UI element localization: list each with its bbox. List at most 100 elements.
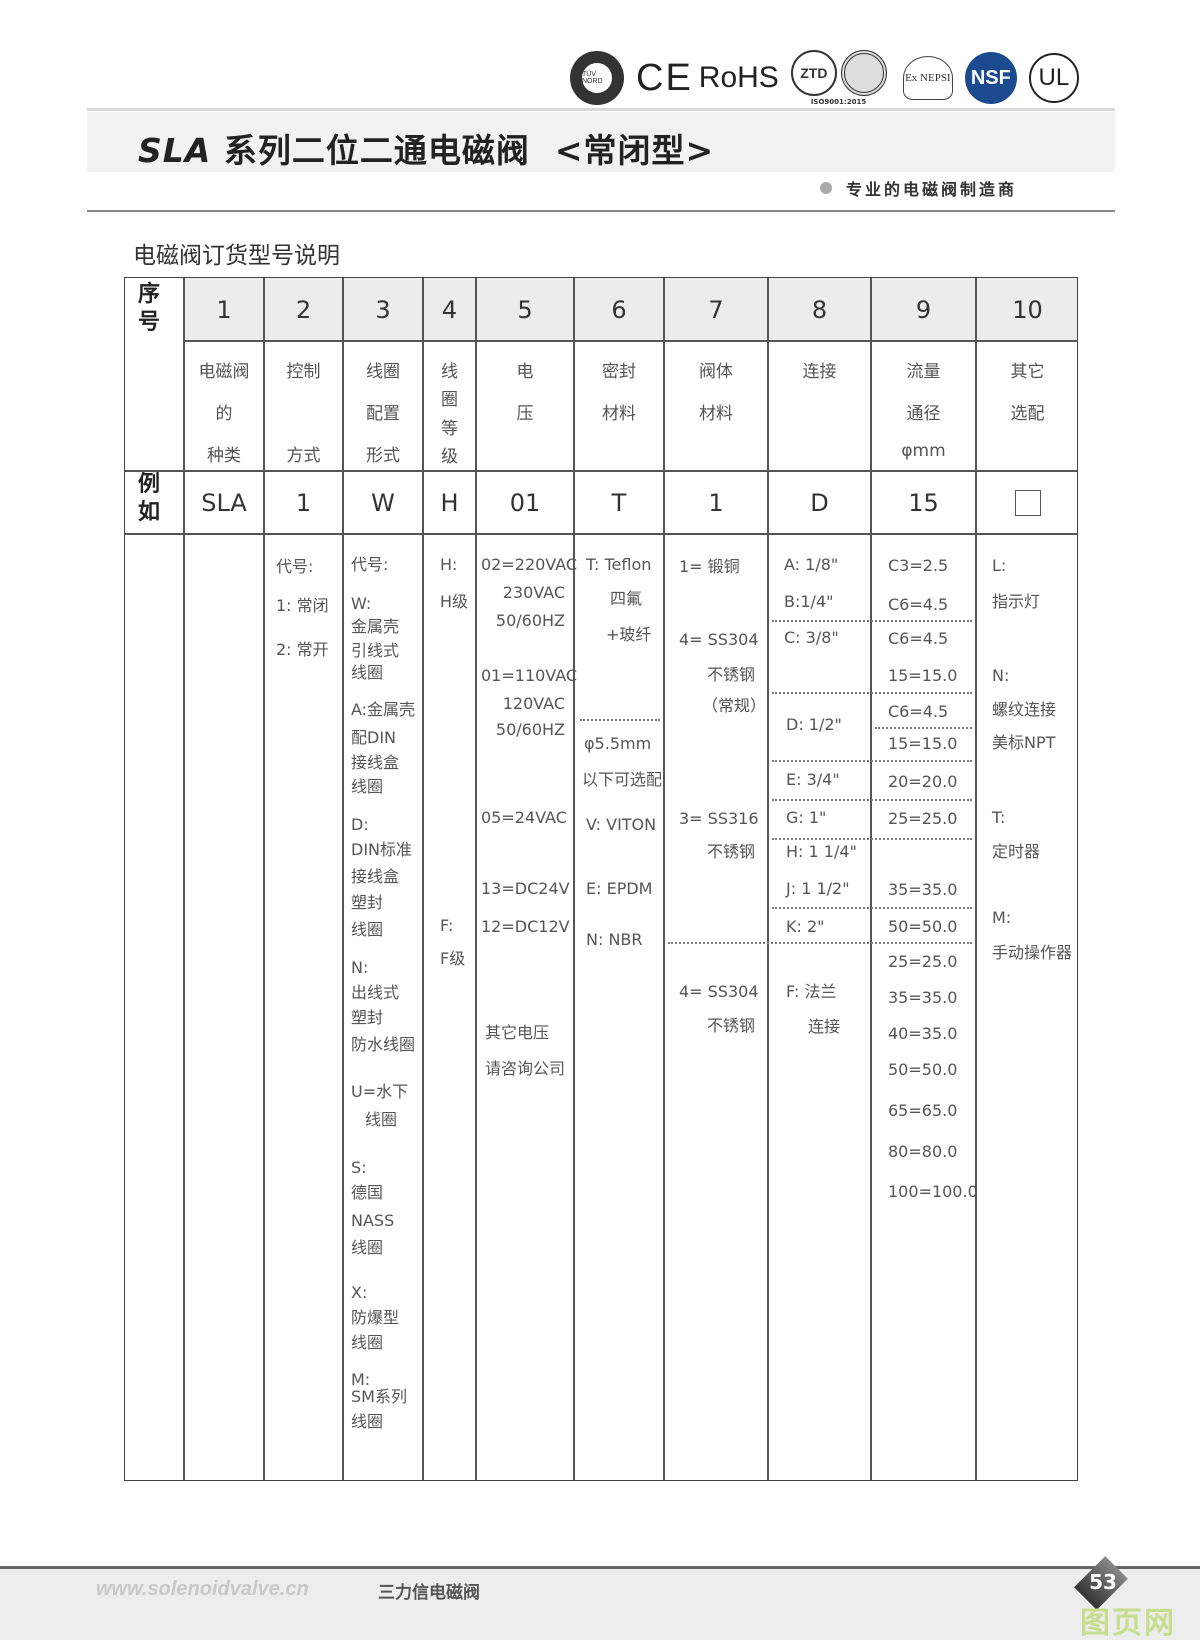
dotted-separator	[772, 692, 972, 694]
option-c7-line: 不锈钢	[707, 842, 756, 861]
option-c9-line: C6=4.5	[888, 629, 949, 648]
option-c7-line: 4= SS304	[679, 630, 759, 649]
option-c8-line: F: 法兰	[786, 982, 837, 1001]
option-c6-line: N: NBR	[586, 930, 643, 949]
option-c6-line: E: EPDM	[586, 879, 653, 898]
website-link[interactable]: www.solenoidvalve.cn	[96, 1578, 309, 1600]
column-number: 3	[375, 295, 391, 324]
option-c9-line: 25=25.0	[888, 952, 958, 971]
option-c10-line: L:	[992, 556, 1007, 575]
option-c7-line: 1= 锻铜	[679, 557, 740, 576]
option-c5-line: 05=24VAC	[481, 808, 567, 827]
option-c5-line: 50/60HZ	[495, 720, 565, 739]
option-c9-line: 15=15.0	[888, 734, 958, 753]
column-description: 压	[516, 404, 534, 424]
option-c3-line: 塑封	[351, 893, 384, 912]
option-c4-line: F:	[440, 916, 454, 935]
option-c5-line: 其它电压	[485, 1023, 550, 1042]
option-c7-line: 不锈钢	[707, 1016, 756, 1035]
page-number: 53	[1089, 1570, 1117, 1594]
example-value: SLA	[201, 488, 247, 517]
header-rule	[87, 108, 1115, 111]
option-c3-line: SM系列	[351, 1387, 407, 1406]
option-c4-line: F级	[440, 949, 466, 968]
option-c3-line: 线圈	[351, 1238, 384, 1257]
option-c9-line: 65=65.0	[888, 1101, 958, 1120]
dotted-separator	[772, 799, 972, 801]
option-c3-line: 线圈	[351, 1333, 384, 1352]
column-description: 级	[441, 447, 458, 467]
example-value: 15	[908, 488, 939, 517]
brand-name: 三力信电磁阀	[378, 1583, 480, 1603]
option-c2-line: 代号:	[276, 557, 314, 576]
option-c10-line: T:	[992, 808, 1006, 827]
option-c3-line: DIN标准	[351, 840, 413, 859]
option-c9-line: 100=100.0	[888, 1182, 978, 1201]
column-description: 电	[516, 362, 534, 382]
option-c3-line: M:	[351, 1370, 371, 1389]
column-divider	[183, 278, 185, 1480]
column-description: 线	[441, 362, 458, 382]
option-c9-line: 80=80.0	[888, 1142, 958, 1161]
column-description: 流量	[906, 362, 941, 382]
option-c8-line: E: 3/4"	[786, 770, 840, 789]
column-description: 配置	[366, 404, 400, 424]
checkbox-icon	[1014, 489, 1041, 516]
column-divider	[422, 278, 424, 1480]
option-c3-line: 接线盒	[351, 753, 400, 772]
option-c9-line: 35=35.0	[888, 988, 958, 1007]
column-description: 材料	[699, 404, 733, 424]
column-description: 其它	[1010, 362, 1045, 382]
option-c5-line: 120VAC	[502, 694, 565, 713]
rohs-logo: RoHS	[698, 61, 779, 94]
dotted-separator	[772, 838, 972, 840]
column-description: 通径	[906, 404, 941, 424]
column-description: φmm	[901, 441, 946, 461]
option-c10-line: 定时器	[992, 842, 1041, 861]
option-c5-line: 50/60HZ	[495, 611, 565, 630]
option-c3-line: 线圈	[351, 1412, 384, 1431]
title-bar	[87, 112, 1115, 172]
nsf-logo: NSF	[964, 52, 1017, 104]
option-c3-line: A:金属壳	[351, 700, 416, 719]
column-divider	[263, 278, 265, 1480]
column-description: 等	[441, 419, 458, 439]
option-c8-line: C: 3/8"	[784, 628, 839, 647]
option-c3-line: S:	[351, 1158, 367, 1177]
option-c5-line: 13=DC24V	[481, 879, 570, 898]
column-number: 10	[1012, 295, 1043, 324]
option-c8-line: H: 1 1/4"	[786, 842, 857, 861]
number-row	[184, 278, 1077, 341]
column-description: 形式	[366, 446, 400, 466]
column-number: 4	[441, 295, 458, 324]
option-c7-line: 不锈钢	[707, 665, 756, 684]
option-c8-line: B:1/4"	[784, 592, 834, 611]
option-c6-line: +玻纤	[606, 625, 652, 644]
bullet-icon	[820, 182, 832, 194]
option-c9-line: 50=50.0	[888, 917, 958, 936]
option-c5-line: 请咨询公司	[485, 1059, 566, 1078]
column-divider	[767, 278, 769, 1480]
row-divider	[125, 470, 1077, 472]
option-c5-line: 12=DC12V	[481, 917, 570, 936]
example-value: 1	[295, 488, 312, 517]
column-number: 2	[295, 295, 312, 324]
ztd-logo: ZTD ISO9001:2015	[790, 48, 891, 108]
option-c9-line: 25=25.0	[888, 809, 958, 828]
tagline: 专业的电磁阀制造商	[820, 176, 1017, 200]
option-c9-line: 40=35.0	[888, 1024, 958, 1043]
ce-logo: CE	[636, 56, 693, 99]
option-c6-line: φ5.5mm	[584, 734, 652, 753]
column-divider	[342, 278, 344, 1480]
option-c3-line: 线圈	[365, 1110, 398, 1129]
option-c3-line: D:	[351, 815, 369, 834]
example-value: D	[810, 488, 829, 517]
option-c8-line: A: 1/8"	[784, 555, 839, 574]
option-c3-line: 引线式	[351, 641, 400, 660]
order-code-table: 序号 例如 1 电磁阀的种类 SLA 2 控制 方式 1 3 线圈 配置 形式 W 4 线圈等级 H 5 电压 0…	[124, 277, 1078, 1481]
option-c3-line: U=水下	[351, 1082, 409, 1101]
example-value: 1	[708, 488, 724, 517]
example-value: 01	[509, 488, 541, 517]
ex-nepsi-logo: Ex NEPSI	[902, 56, 953, 100]
option-c6-line: 四氟	[610, 589, 643, 608]
